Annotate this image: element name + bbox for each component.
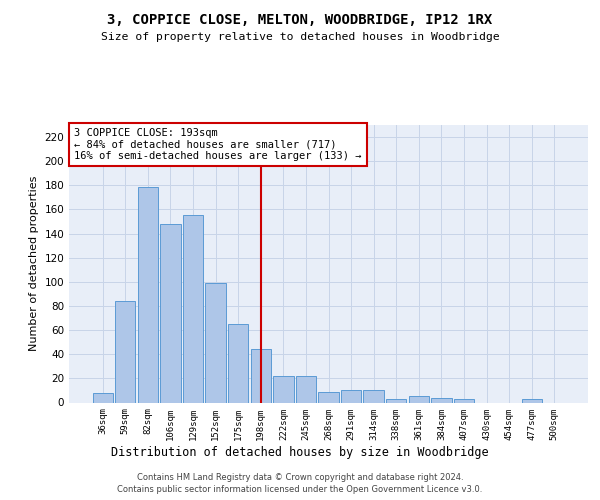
Bar <box>183 216 203 402</box>
Text: 3 COPPICE CLOSE: 193sqm
← 84% of detached houses are smaller (717)
16% of semi-d: 3 COPPICE CLOSE: 193sqm ← 84% of detache… <box>74 128 362 161</box>
Bar <box>115 301 136 402</box>
Bar <box>205 283 226 403</box>
Bar <box>228 324 248 402</box>
Y-axis label: Number of detached properties: Number of detached properties <box>29 176 39 352</box>
Bar <box>273 376 293 402</box>
Bar <box>138 186 158 402</box>
Bar <box>341 390 361 402</box>
Bar <box>364 390 384 402</box>
Bar <box>409 396 429 402</box>
Bar <box>296 376 316 402</box>
Text: Contains HM Land Registry data © Crown copyright and database right 2024.
Contai: Contains HM Land Registry data © Crown c… <box>118 472 482 494</box>
Bar <box>319 392 338 402</box>
Bar <box>251 350 271 403</box>
Bar <box>431 398 452 402</box>
Text: 3, COPPICE CLOSE, MELTON, WOODBRIDGE, IP12 1RX: 3, COPPICE CLOSE, MELTON, WOODBRIDGE, IP… <box>107 12 493 26</box>
Bar <box>521 399 542 402</box>
Bar <box>454 399 474 402</box>
Bar <box>160 224 181 402</box>
Bar <box>92 393 113 402</box>
Bar <box>386 399 406 402</box>
Text: Size of property relative to detached houses in Woodbridge: Size of property relative to detached ho… <box>101 32 499 42</box>
Text: Distribution of detached houses by size in Woodbridge: Distribution of detached houses by size … <box>111 446 489 459</box>
